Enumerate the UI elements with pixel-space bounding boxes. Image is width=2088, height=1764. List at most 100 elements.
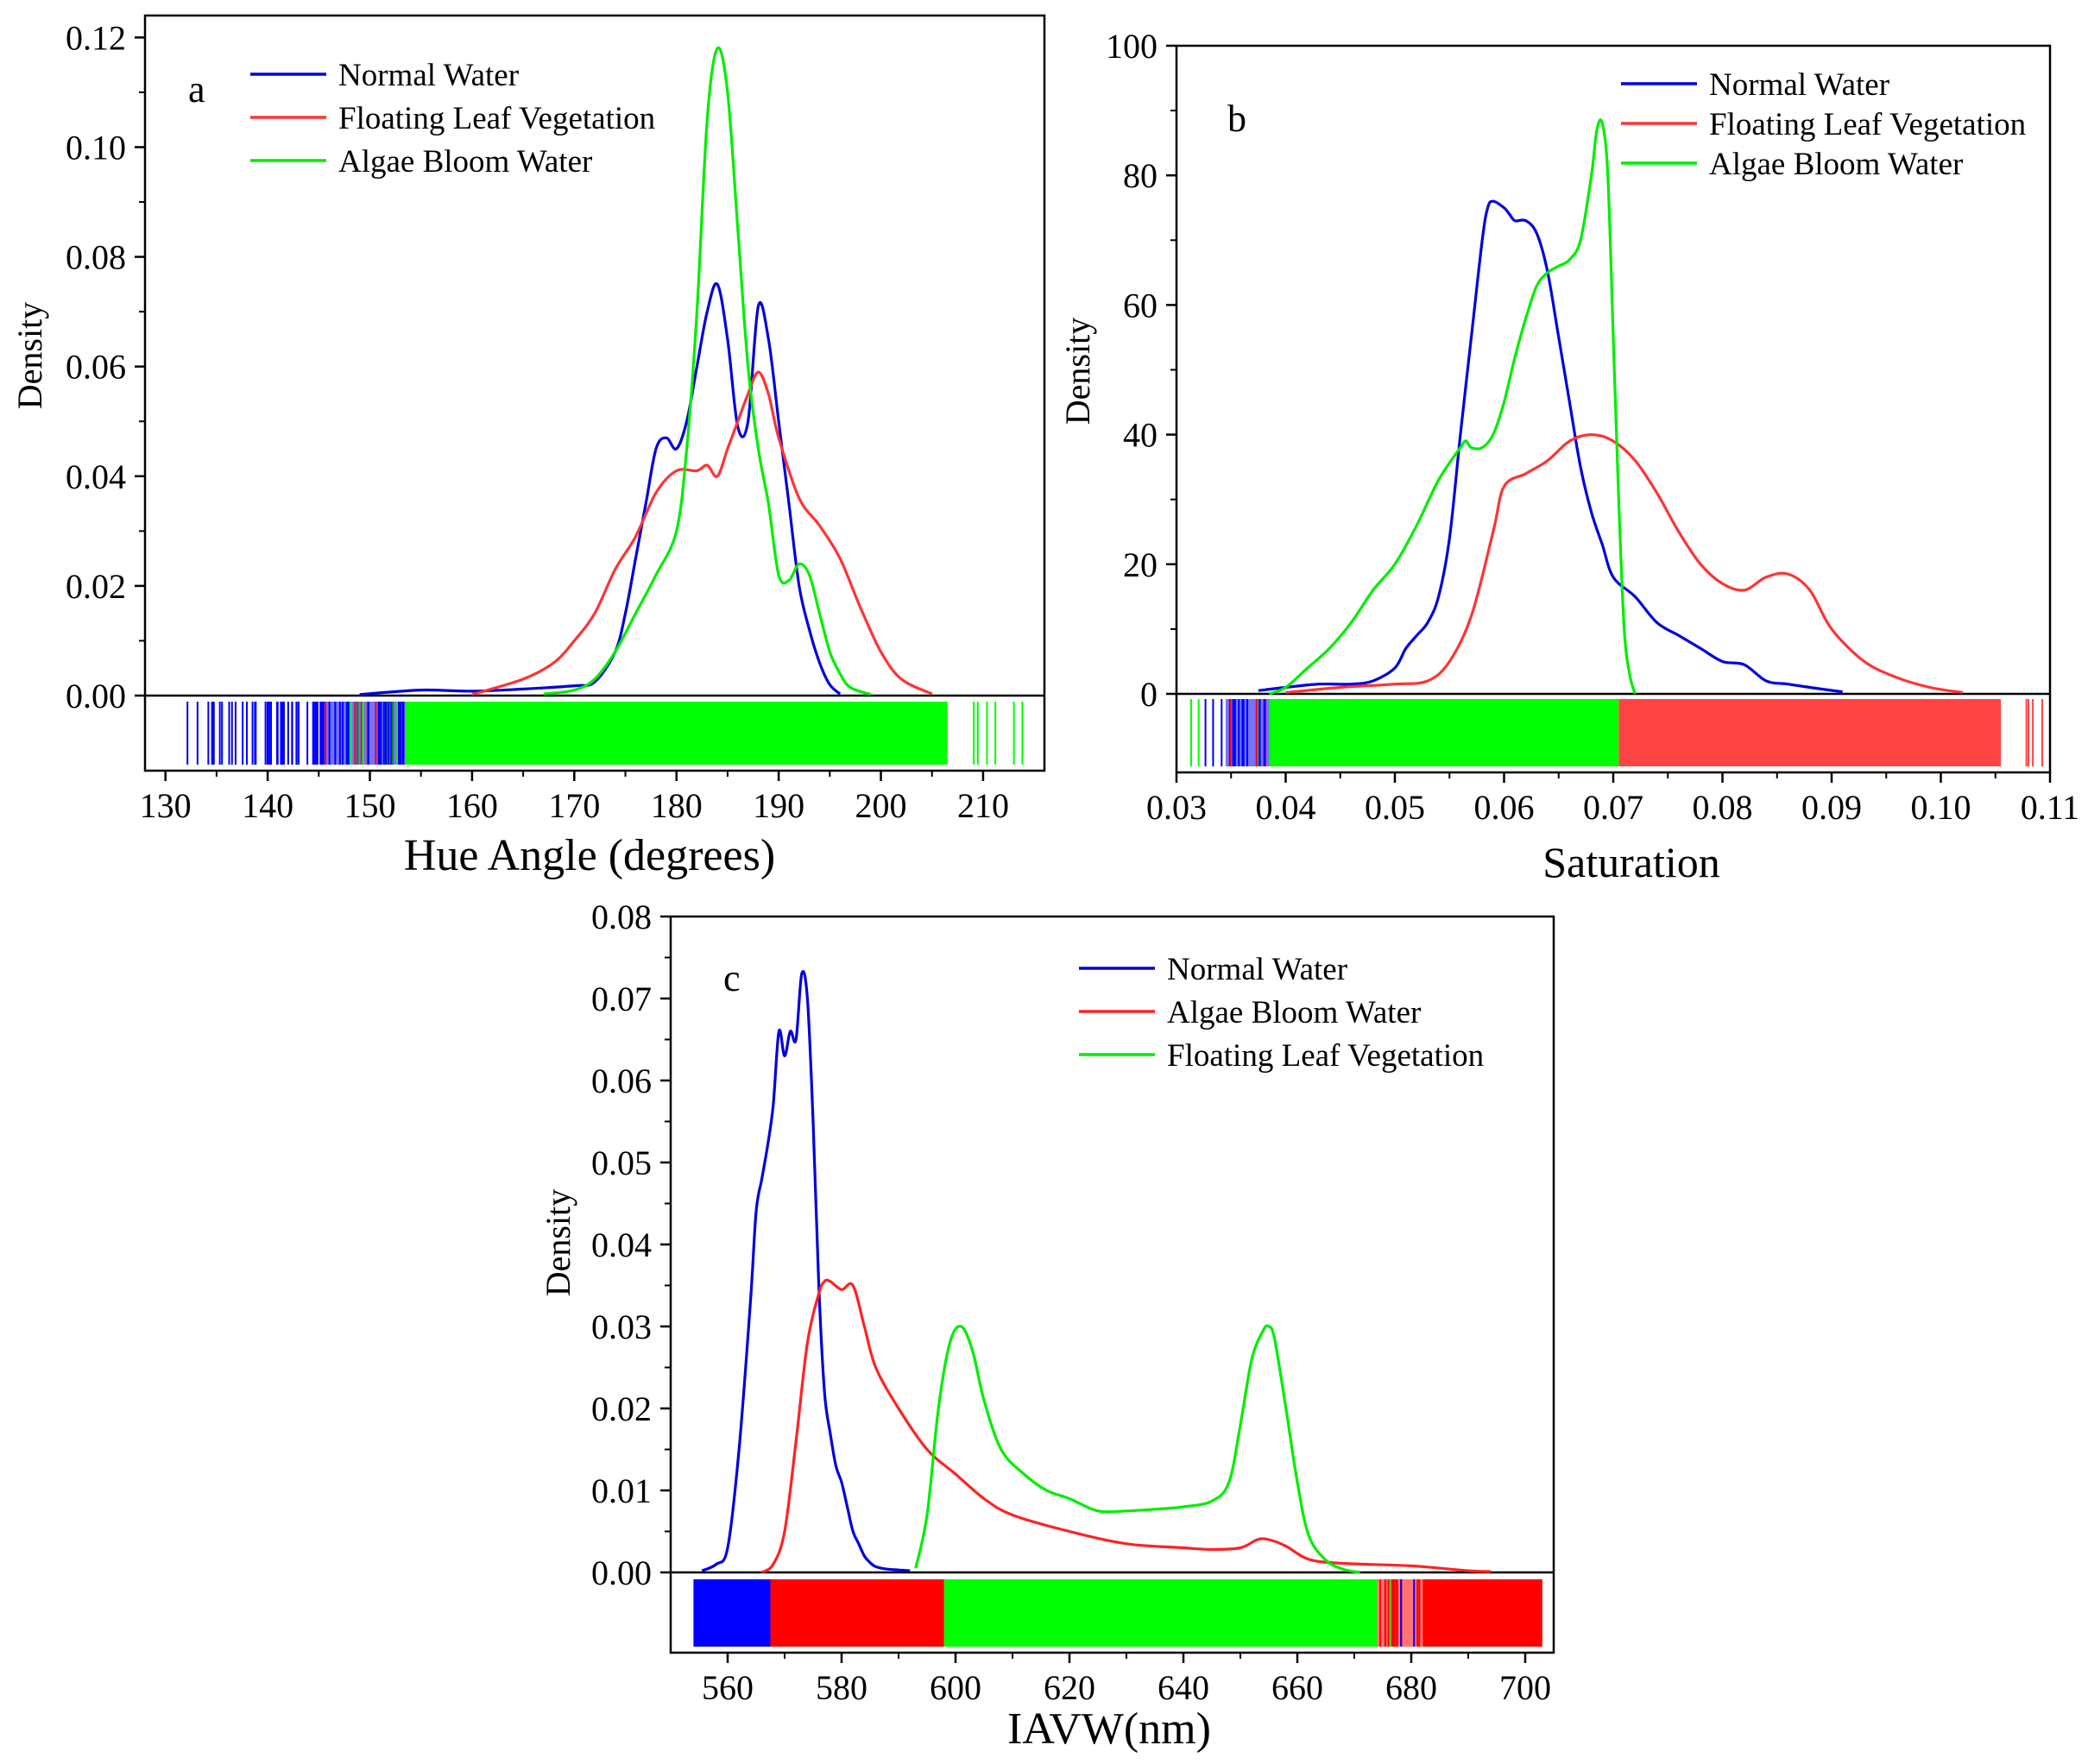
panel-a-legend: Normal Water Floating Leaf Vegetation Alga… bbox=[250, 58, 655, 180]
series-line-floating-leaf-vegetation bbox=[914, 1324, 1360, 1574]
series-line-normal-water bbox=[701, 970, 911, 1572]
x-tick-label: 0.06 bbox=[1474, 788, 1535, 827]
y-tick-label: 40 bbox=[1123, 416, 1158, 455]
y-tick-label: 0.05 bbox=[591, 1143, 652, 1182]
series-line-floating-leaf-vegetation bbox=[1285, 433, 1964, 695]
x-tick-label: 190 bbox=[753, 786, 804, 825]
x-tick-label: 620 bbox=[1044, 1668, 1095, 1707]
panel-a-rug bbox=[186, 702, 1024, 765]
y-tick-label: 100 bbox=[1106, 27, 1158, 66]
series-line-algae-bloom-water bbox=[543, 46, 872, 696]
panel-a-x-axis-label: Hue Angle (degrees) bbox=[404, 831, 775, 880]
panel-b-x-axis-label: Saturation bbox=[1542, 838, 1720, 886]
x-tick-label: 660 bbox=[1271, 1668, 1323, 1707]
panel-c-label: c bbox=[723, 957, 741, 999]
rug-segment bbox=[943, 1579, 1378, 1647]
x-tick-label: 130 bbox=[140, 786, 192, 825]
series-line-normal-water bbox=[359, 281, 842, 696]
panel-b-series bbox=[1258, 118, 1964, 696]
panel-b-legend: Normal Water Floating Leaf Vegetation Alga… bbox=[1621, 67, 2026, 182]
y-tick-label: 0.07 bbox=[591, 980, 652, 1018]
y-tick-label: 0.01 bbox=[591, 1471, 652, 1510]
panel-c-legend: Normal Water Algae Bloom Water Floating Le… bbox=[1079, 952, 1484, 1074]
legend-label: Algae Bloom Water bbox=[1167, 995, 1421, 1030]
panel-b-ticks: 0.03 0.04 0.05 0.06 0.07 0.08 0.09 0.10 0.11 0 20 4… bbox=[1106, 27, 2079, 827]
series-line-floating-leaf-vegetation bbox=[471, 370, 933, 696]
x-tick-label: 200 bbox=[855, 786, 907, 825]
series-line-normal-water bbox=[1258, 199, 1843, 694]
legend-label: Floating Leaf Vegetation bbox=[1709, 107, 2026, 142]
y-tick-label: 0.00 bbox=[591, 1553, 652, 1592]
x-tick-label: 700 bbox=[1499, 1668, 1551, 1707]
y-tick-label: 0.03 bbox=[591, 1307, 652, 1346]
y-tick-label: 20 bbox=[1123, 545, 1158, 584]
y-tick-label: 80 bbox=[1123, 156, 1158, 195]
x-tick-label: 0.08 bbox=[1693, 788, 1753, 827]
legend-label: Algae Bloom Water bbox=[338, 144, 592, 180]
x-tick-label: 0.04 bbox=[1256, 788, 1316, 827]
x-tick-label: 580 bbox=[816, 1668, 867, 1707]
x-tick-label: 140 bbox=[242, 786, 293, 825]
series-line-algae-bloom-water bbox=[1268, 118, 1637, 696]
y-tick-label: 0 bbox=[1140, 675, 1158, 714]
panel-a-axes-frame bbox=[143, 14, 1046, 772]
y-tick-label: 0.06 bbox=[591, 1062, 652, 1100]
rug-segment bbox=[324, 702, 406, 765]
x-tick-label: 0.03 bbox=[1146, 788, 1207, 827]
series-line-algae-bloom-water bbox=[760, 1278, 1492, 1574]
panel-c-x-axis-label: IAVW(nm) bbox=[1007, 1704, 1211, 1754]
y-tick-label: 0.04 bbox=[591, 1225, 652, 1264]
panel-b: 0.03 0.04 0.05 0.06 0.07 0.08 0.09 0.10 0.11 0 20 4… bbox=[1058, 27, 2079, 886]
rug-segment bbox=[1377, 1579, 1423, 1647]
y-tick-label: 0.02 bbox=[591, 1389, 652, 1428]
x-tick-label: 0.05 bbox=[1365, 788, 1425, 827]
y-tick-label: 60 bbox=[1123, 286, 1158, 324]
x-tick-label: 0.11 bbox=[2021, 788, 2080, 827]
panel-a-ticks: 130 140 150 160 170 180 190 200 210 0.00 0.02 0.04 0… bbox=[66, 18, 1009, 825]
rug-segment bbox=[1269, 699, 1619, 766]
y-tick-label: 0.00 bbox=[66, 677, 126, 715]
panel-a-y-axis-label: Density bbox=[10, 302, 49, 409]
panel-c-y-axis-label: Density bbox=[539, 1189, 577, 1296]
legend-label: Normal Water bbox=[338, 58, 519, 93]
x-tick-label: 680 bbox=[1385, 1668, 1437, 1707]
panel-c-series bbox=[701, 970, 1492, 1574]
x-tick-label: 210 bbox=[957, 786, 1009, 825]
panel-b-rug bbox=[1189, 699, 2043, 766]
x-tick-label: 170 bbox=[548, 786, 600, 825]
rug-segment bbox=[1618, 699, 2002, 766]
y-tick-label: 0.08 bbox=[591, 898, 652, 936]
panel-a-label: a bbox=[188, 68, 205, 110]
x-tick-label: 0.09 bbox=[1801, 788, 1862, 827]
legend-label: Normal Water bbox=[1167, 952, 1347, 987]
panel-a-series bbox=[359, 46, 933, 696]
y-tick-label: 0.02 bbox=[66, 567, 126, 606]
x-tick-label: 160 bbox=[446, 786, 498, 825]
panel-a: 130 140 150 160 170 180 190 200 210 0.00 0.02 0.04 0… bbox=[10, 14, 1046, 880]
legend-label: Normal Water bbox=[1709, 67, 1889, 103]
rug-segment bbox=[693, 1579, 771, 1647]
x-tick-label: 600 bbox=[930, 1668, 981, 1707]
rug-segment bbox=[1422, 1579, 1542, 1647]
x-tick-label: 0.07 bbox=[1583, 788, 1643, 827]
y-tick-label: 0.12 bbox=[66, 18, 126, 57]
legend-label: Algae Bloom Water bbox=[1709, 147, 1963, 182]
panel-c-rug bbox=[693, 1579, 1542, 1647]
x-tick-label: 180 bbox=[651, 786, 703, 825]
rug-segment bbox=[405, 702, 948, 765]
panel-c: 560 580 600 620 640 660 680 700 0.00 0.01 0.02 0.03… bbox=[539, 898, 1555, 1754]
y-tick-label: 0.10 bbox=[66, 129, 126, 167]
y-tick-label: 0.04 bbox=[66, 457, 126, 496]
x-tick-label: 640 bbox=[1158, 1668, 1209, 1707]
y-tick-label: 0.06 bbox=[66, 348, 126, 387]
rug-segment bbox=[770, 1579, 944, 1647]
x-tick-label: 150 bbox=[344, 786, 396, 825]
y-tick-label: 0.08 bbox=[66, 238, 126, 277]
panel-b-label: b bbox=[1227, 98, 1246, 140]
x-tick-label: 560 bbox=[702, 1668, 754, 1707]
legend-label: Floating Leaf Vegetation bbox=[338, 101, 655, 136]
legend-label: Floating Leaf Vegetation bbox=[1167, 1038, 1484, 1074]
panel-b-y-axis-label: Density bbox=[1058, 318, 1097, 425]
panel-c-ticks: 560 580 600 620 640 660 680 700 0.00 0.01 0.02 0.03… bbox=[591, 898, 1551, 1707]
